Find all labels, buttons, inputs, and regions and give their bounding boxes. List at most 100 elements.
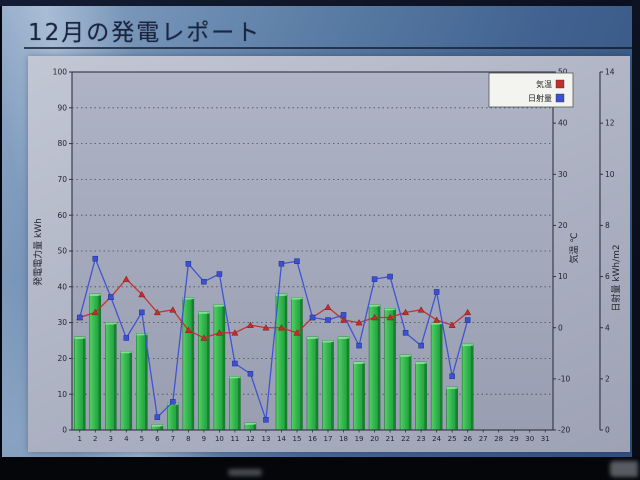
x-axis-day-label: 16 (308, 435, 317, 443)
temp-marker (169, 306, 177, 313)
x-axis-day-label: 20 (370, 435, 379, 443)
left-axis-tick-label: 70 (57, 175, 67, 184)
bar-side-shade (408, 356, 412, 430)
solar-marker (92, 255, 99, 262)
bar-top-highlight (244, 422, 256, 425)
solar-axis-tick-label: 4 (605, 323, 610, 332)
x-axis-day-label: 13 (261, 435, 270, 443)
bar-side-shade (470, 345, 474, 430)
bar-top-highlight (307, 336, 318, 339)
solar-marker (464, 317, 471, 323)
bar-side-shade (284, 295, 287, 430)
x-axis-day-label: 8 (186, 435, 190, 443)
screen-bezel-right (632, 0, 640, 480)
solar-marker (139, 309, 145, 316)
temp-marker (231, 329, 239, 336)
legend-label: 気温 (536, 79, 552, 89)
bar-top-highlight (275, 293, 287, 296)
x-axis-day-label: 1 (78, 435, 82, 443)
temp-marker (293, 329, 301, 336)
bar-top-highlight (338, 336, 350, 339)
solar-marker (123, 335, 130, 341)
solar-axis-tick-label: 10 (605, 170, 615, 179)
solar-marker (387, 273, 393, 280)
slide-background: 12月の発電レポート 0 10 20 30 40 50 60 70 80 90 100 -20 -10 0… (2, 6, 632, 457)
bar-top-highlight (400, 354, 412, 357)
x-axis-day-label: 3 (109, 435, 113, 443)
x-axis-day-label: 9 (202, 435, 206, 443)
x-axis-day-label: 23 (417, 435, 426, 443)
temp-marker (122, 275, 130, 282)
bar-top-highlight (431, 322, 443, 325)
bar-side-shade (145, 334, 148, 430)
bar-side-shade (331, 342, 334, 430)
x-axis-day-label: 19 (355, 435, 364, 443)
x-axis-day-label: 24 (432, 435, 441, 443)
x-axis-day-label: 17 (324, 435, 333, 443)
bar-top-highlight (322, 340, 334, 343)
bar-top-highlight (369, 304, 381, 307)
left-axis-title: 発電電力量 kWh (32, 218, 44, 286)
temp-axis-tick-label: 50 (558, 68, 568, 77)
left-axis-tick-label: 50 (57, 247, 67, 256)
temp-axis-tick-label: -10 (558, 374, 570, 383)
solar-marker (278, 261, 285, 267)
solar-marker (309, 314, 316, 321)
temp-axis-tick-label: 40 (558, 119, 568, 128)
x-axis-day-label: 14 (277, 435, 286, 443)
solar-axis-tick-label: 14 (605, 68, 615, 77)
bar-top-highlight (198, 311, 210, 314)
left-axis-tick-label: 30 (57, 318, 67, 327)
temp-marker (371, 313, 379, 321)
left-axis-tick-label: 80 (57, 139, 67, 148)
bar-side-shade (129, 352, 132, 430)
bar-top-highlight (384, 308, 396, 311)
left-axis-tick-label: 60 (57, 211, 67, 220)
x-axis-day-label: 4 (124, 435, 129, 443)
x-axis-day-label: 15 (293, 435, 302, 443)
temp-marker (417, 306, 425, 313)
solar-marker (247, 370, 254, 377)
screen-bezel-bottom (0, 457, 640, 480)
solar-marker (418, 342, 424, 349)
x-axis-day-label: 7 (171, 435, 175, 443)
bar-top-highlight (89, 293, 101, 296)
temp-axis-tick-label: 0 (558, 323, 563, 332)
x-axis-day-label: 31 (541, 435, 550, 443)
generation-report-chart: 0 10 20 30 40 50 60 70 80 90 100 -20 -10 0 10 20 30 40 50 0… (32, 68, 622, 443)
bar-side-shade (191, 299, 194, 430)
x-axis-day-label: 10 (215, 435, 224, 443)
temp-marker (277, 324, 285, 331)
solar-marker (371, 276, 378, 282)
x-axis-day-label: 28 (494, 435, 503, 443)
temp-line (79, 278, 469, 339)
solar-marker (216, 271, 223, 277)
solar-axis-tick-label: 2 (605, 374, 610, 383)
bar-side-shade (113, 324, 117, 430)
left-axis-tick-label: 90 (57, 103, 67, 112)
x-axis-day-label: 22 (401, 435, 410, 443)
temp-axis-tick-label: 20 (558, 221, 568, 230)
temp-marker (184, 326, 192, 334)
left-axis-tick-label: 40 (57, 282, 67, 291)
x-axis-day-label: 11 (230, 435, 239, 443)
bar-top-highlight (291, 297, 303, 300)
bar-top-highlight (182, 297, 194, 300)
bar-side-shade (82, 338, 86, 430)
bar-side-shade (346, 338, 350, 430)
bar-side-shade (160, 426, 163, 430)
temp-marker (138, 290, 146, 298)
solar-marker (154, 414, 161, 420)
x-axis-day-label: 5 (140, 435, 144, 443)
bar-top-highlight (415, 361, 427, 364)
temp-marker (262, 324, 270, 331)
bar-side-shade (377, 306, 381, 430)
bar-side-shade (300, 299, 303, 430)
bar-side-shade (393, 309, 396, 430)
temp-marker (355, 318, 363, 326)
bar-top-highlight (136, 333, 148, 336)
title-underline (24, 47, 632, 49)
temp-marker (402, 308, 410, 316)
bar-top-highlight (151, 424, 163, 427)
solar-marker (294, 258, 300, 264)
